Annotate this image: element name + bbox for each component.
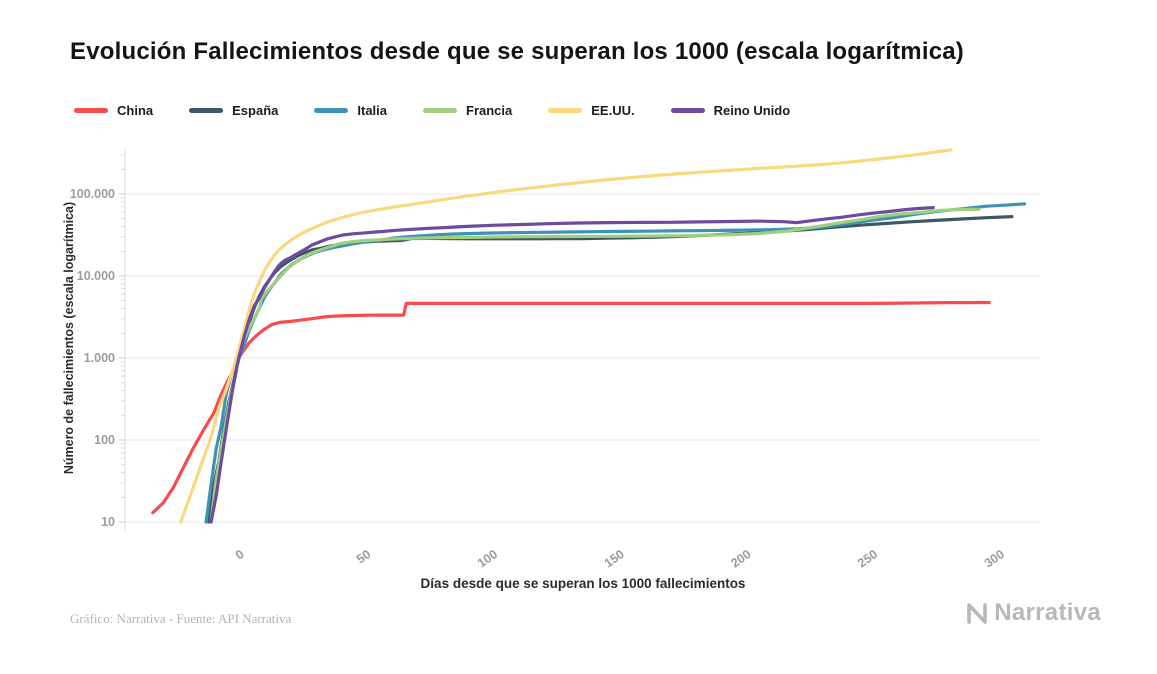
legend-item-eeuu: EE.UU.: [548, 103, 635, 118]
series-line-china: [151, 300, 991, 515]
svg-text:150: 150: [602, 547, 627, 570]
legend-label-eeuu: EE.UU.: [591, 103, 635, 118]
svg-text:1.000: 1.000: [84, 351, 115, 365]
brand-name: Narrativa: [994, 599, 1101, 626]
legend-label-francia: Francia: [466, 103, 513, 118]
svg-text:100: 100: [475, 547, 500, 570]
legend-label-reino-unido: Reino Unido: [713, 103, 791, 118]
y-axis-tick-labels: 10 100 1.000 10.000 100.000: [70, 187, 115, 529]
legend-swatch-reino-unido: [670, 108, 705, 113]
series-line-italia: [204, 202, 1027, 524]
legend-item-italia: Italia: [314, 103, 387, 118]
x-axis-title: Días desde que se superan los 1000 falle…: [420, 576, 746, 591]
y-axis: [119, 150, 126, 530]
x-axis-tick-labels: 0 50 100 150 200 250 300: [233, 547, 1007, 570]
legend-swatch-francia: [423, 108, 457, 113]
svg-text:50: 50: [354, 547, 373, 566]
legend-label-italia: Italia: [357, 103, 387, 118]
svg-text:10: 10: [101, 515, 115, 529]
chart-title: Evolución Fallecimientos desde que se su…: [70, 38, 964, 65]
svg-text:0: 0: [233, 547, 247, 562]
gridlines: [125, 193, 1040, 523]
legend-item-china: China: [74, 103, 153, 118]
legend-swatch-espana: [189, 108, 224, 113]
legend-swatch-eeuu: [548, 108, 583, 113]
narrativa-logo-icon: [967, 603, 988, 624]
legend-swatch-italia: [314, 108, 349, 113]
legend-item-reino-unido: Reino Unido: [670, 103, 791, 118]
legend-item-espana: España: [189, 103, 278, 118]
chart-legend: China España Italia Francia EE.UU. Reino…: [74, 103, 790, 118]
svg-text:100: 100: [94, 433, 115, 447]
svg-text:250: 250: [855, 547, 880, 570]
svg-text:100.000: 100.000: [70, 187, 115, 201]
series-line-reino-unido: [209, 206, 935, 524]
legend-label-china: China: [117, 103, 154, 118]
legend-item-francia: Francia: [423, 103, 512, 118]
series-line-espana: [207, 215, 1014, 524]
series-line-eeuu: [179, 148, 953, 524]
series-line-francia: [209, 207, 981, 524]
legend-label-espana: España: [232, 103, 279, 118]
y-axis-title: Número de fallecimientos (escala logarít…: [62, 201, 76, 475]
brand-logo: Narrativa: [965, 599, 1101, 627]
svg-text:300: 300: [982, 547, 1007, 570]
source-credit: Gráfico: Narrativa - Fuente: API Narrati…: [70, 611, 292, 626]
svg-text:200: 200: [728, 547, 753, 570]
svg-text:10.000: 10.000: [77, 269, 115, 283]
legend-swatch-china: [74, 108, 108, 113]
